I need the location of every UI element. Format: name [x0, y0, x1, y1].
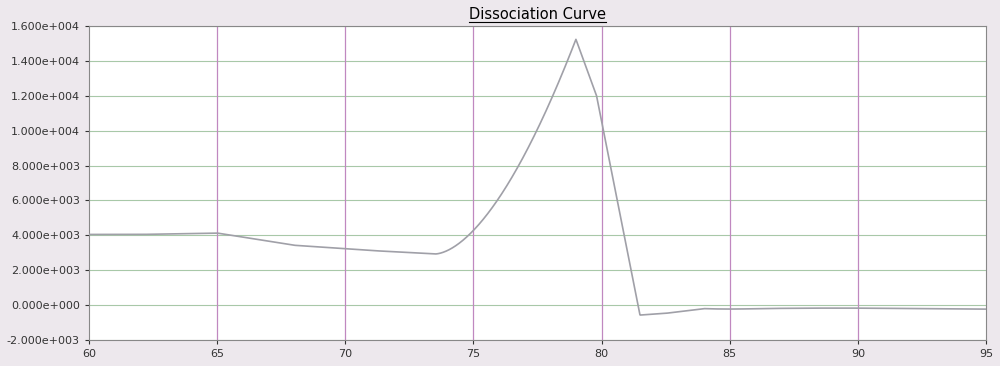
Title: Dissociation Curve: Dissociation Curve — [469, 7, 606, 22]
